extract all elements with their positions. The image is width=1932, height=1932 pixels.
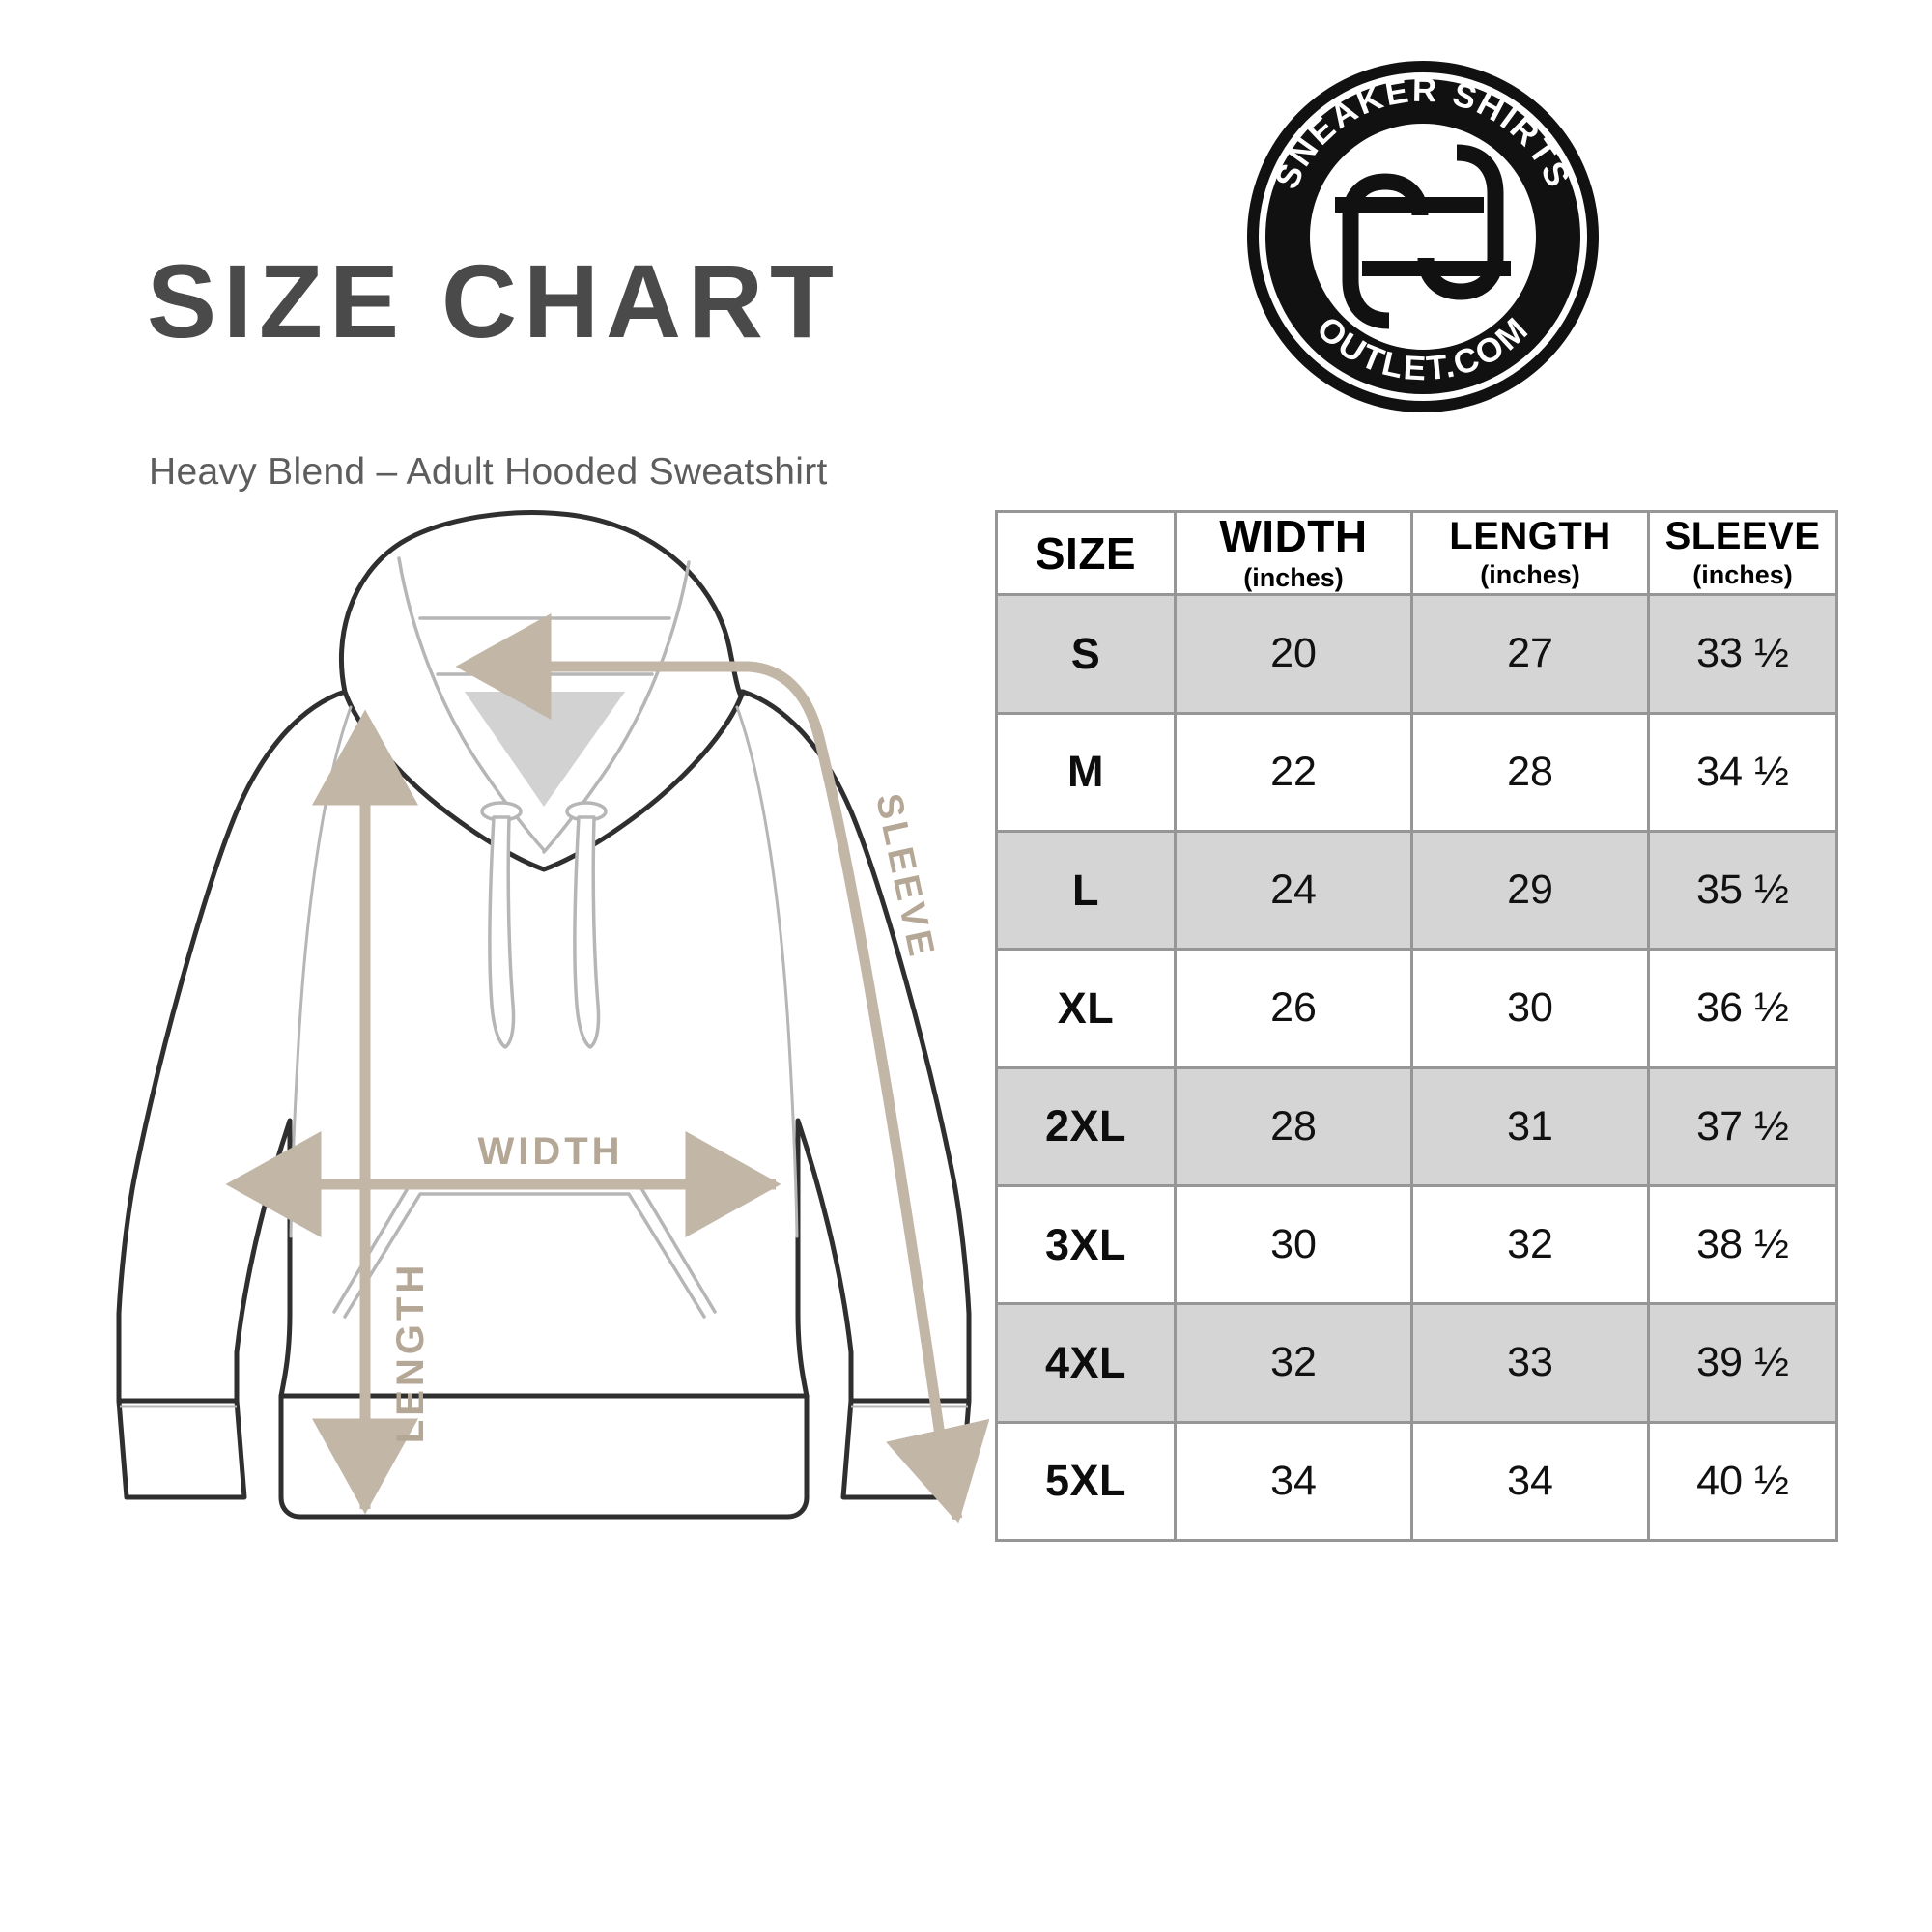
size-chart-table: SIZE WIDTH (inches) LENGTH (inches) SLEE… [995, 509, 1838, 1543]
cell-sleeve: 39 ½ [1647, 1302, 1838, 1424]
table-row: M 22 28 34 ½ [995, 711, 1838, 833]
table-row: 4XL 32 33 39 ½ [995, 1302, 1838, 1424]
cell-sleeve: 40 ½ [1647, 1420, 1838, 1543]
cell-sleeve: 38 ½ [1647, 1183, 1838, 1306]
cell-size: 5XL [995, 1420, 1177, 1543]
hoodie-diagram: WIDTH LENGTH SLEEVE [92, 502, 990, 1575]
cell-length: 27 [1410, 593, 1650, 715]
cell-length: 33 [1410, 1302, 1650, 1424]
cell-size: S [995, 593, 1177, 715]
table-row: 3XL 30 32 38 ½ [995, 1183, 1838, 1306]
cell-length: 32 [1410, 1183, 1650, 1306]
header-length-main: LENGTH [1449, 515, 1611, 558]
cell-length: 29 [1410, 829, 1650, 952]
page-subtitle: Heavy Blend – Adult Hooded Sweatshirt [149, 451, 828, 493]
cell-size: XL [995, 948, 1177, 1069]
size-chart-table-container: SIZE WIDTH (inches) LENGTH (inches) SLEE… [995, 509, 1838, 1543]
cell-length: 28 [1410, 711, 1650, 833]
cell-width: 24 [1174, 829, 1413, 952]
header-cell-width: WIDTH (inches) [1174, 509, 1413, 597]
cell-width: 32 [1174, 1302, 1413, 1424]
cell-sleeve: 33 ½ [1647, 593, 1838, 715]
header-width-main: WIDTH [1219, 511, 1368, 561]
cell-width: 26 [1174, 948, 1413, 1069]
cell-size: 3XL [995, 1183, 1177, 1306]
cell-size: 2XL [995, 1065, 1177, 1187]
cell-size: M [995, 711, 1177, 833]
table-header-row: SIZE WIDTH (inches) LENGTH (inches) SLEE… [995, 509, 1838, 597]
header-cell-length: LENGTH (inches) [1410, 509, 1650, 597]
table-row: XL 26 30 36 ½ [995, 948, 1838, 1069]
table-row: 5XL 34 34 40 ½ [995, 1420, 1838, 1543]
header-width-units: (inches) [1243, 563, 1344, 593]
length-measure-arrow: LENGTH [312, 709, 432, 1515]
page-title: SIZE CHART [147, 242, 840, 359]
header-length-units: (inches) [1480, 560, 1580, 590]
header-cell-sleeve: SLEEVE (inches) [1647, 509, 1838, 597]
cell-length: 34 [1410, 1420, 1650, 1543]
cell-sleeve: 34 ½ [1647, 711, 1838, 833]
cell-width: 34 [1174, 1420, 1413, 1543]
length-label: LENGTH [389, 1262, 432, 1443]
width-label: WIDTH [477, 1130, 623, 1173]
cell-sleeve: 36 ½ [1647, 948, 1838, 1069]
cell-sleeve: 37 ½ [1647, 1065, 1838, 1187]
table-row: 2XL 28 31 37 ½ [995, 1065, 1838, 1187]
header-cell-size: SIZE [995, 509, 1177, 597]
cell-length: 31 [1410, 1065, 1650, 1187]
cell-width: 28 [1174, 1065, 1413, 1187]
cell-width: 22 [1174, 711, 1413, 833]
table-row: S 20 27 33 ½ [995, 593, 1838, 715]
cell-size: 4XL [995, 1302, 1177, 1424]
cell-width: 30 [1174, 1183, 1413, 1306]
header-sleeve-units: (inches) [1692, 560, 1793, 590]
brand-logo: SNEAKER SHIRTS OUTLET.COM [1246, 60, 1600, 413]
header-size-main: SIZE [1035, 527, 1137, 579]
cell-length: 30 [1410, 948, 1650, 1069]
cell-size: L [995, 829, 1177, 952]
cell-sleeve: 35 ½ [1647, 829, 1838, 952]
table-row: L 24 29 35 ½ [995, 829, 1838, 952]
logo-monogram-icon [1335, 144, 1511, 329]
header-sleeve-main: SLEEVE [1664, 515, 1821, 558]
cell-width: 20 [1174, 593, 1413, 715]
